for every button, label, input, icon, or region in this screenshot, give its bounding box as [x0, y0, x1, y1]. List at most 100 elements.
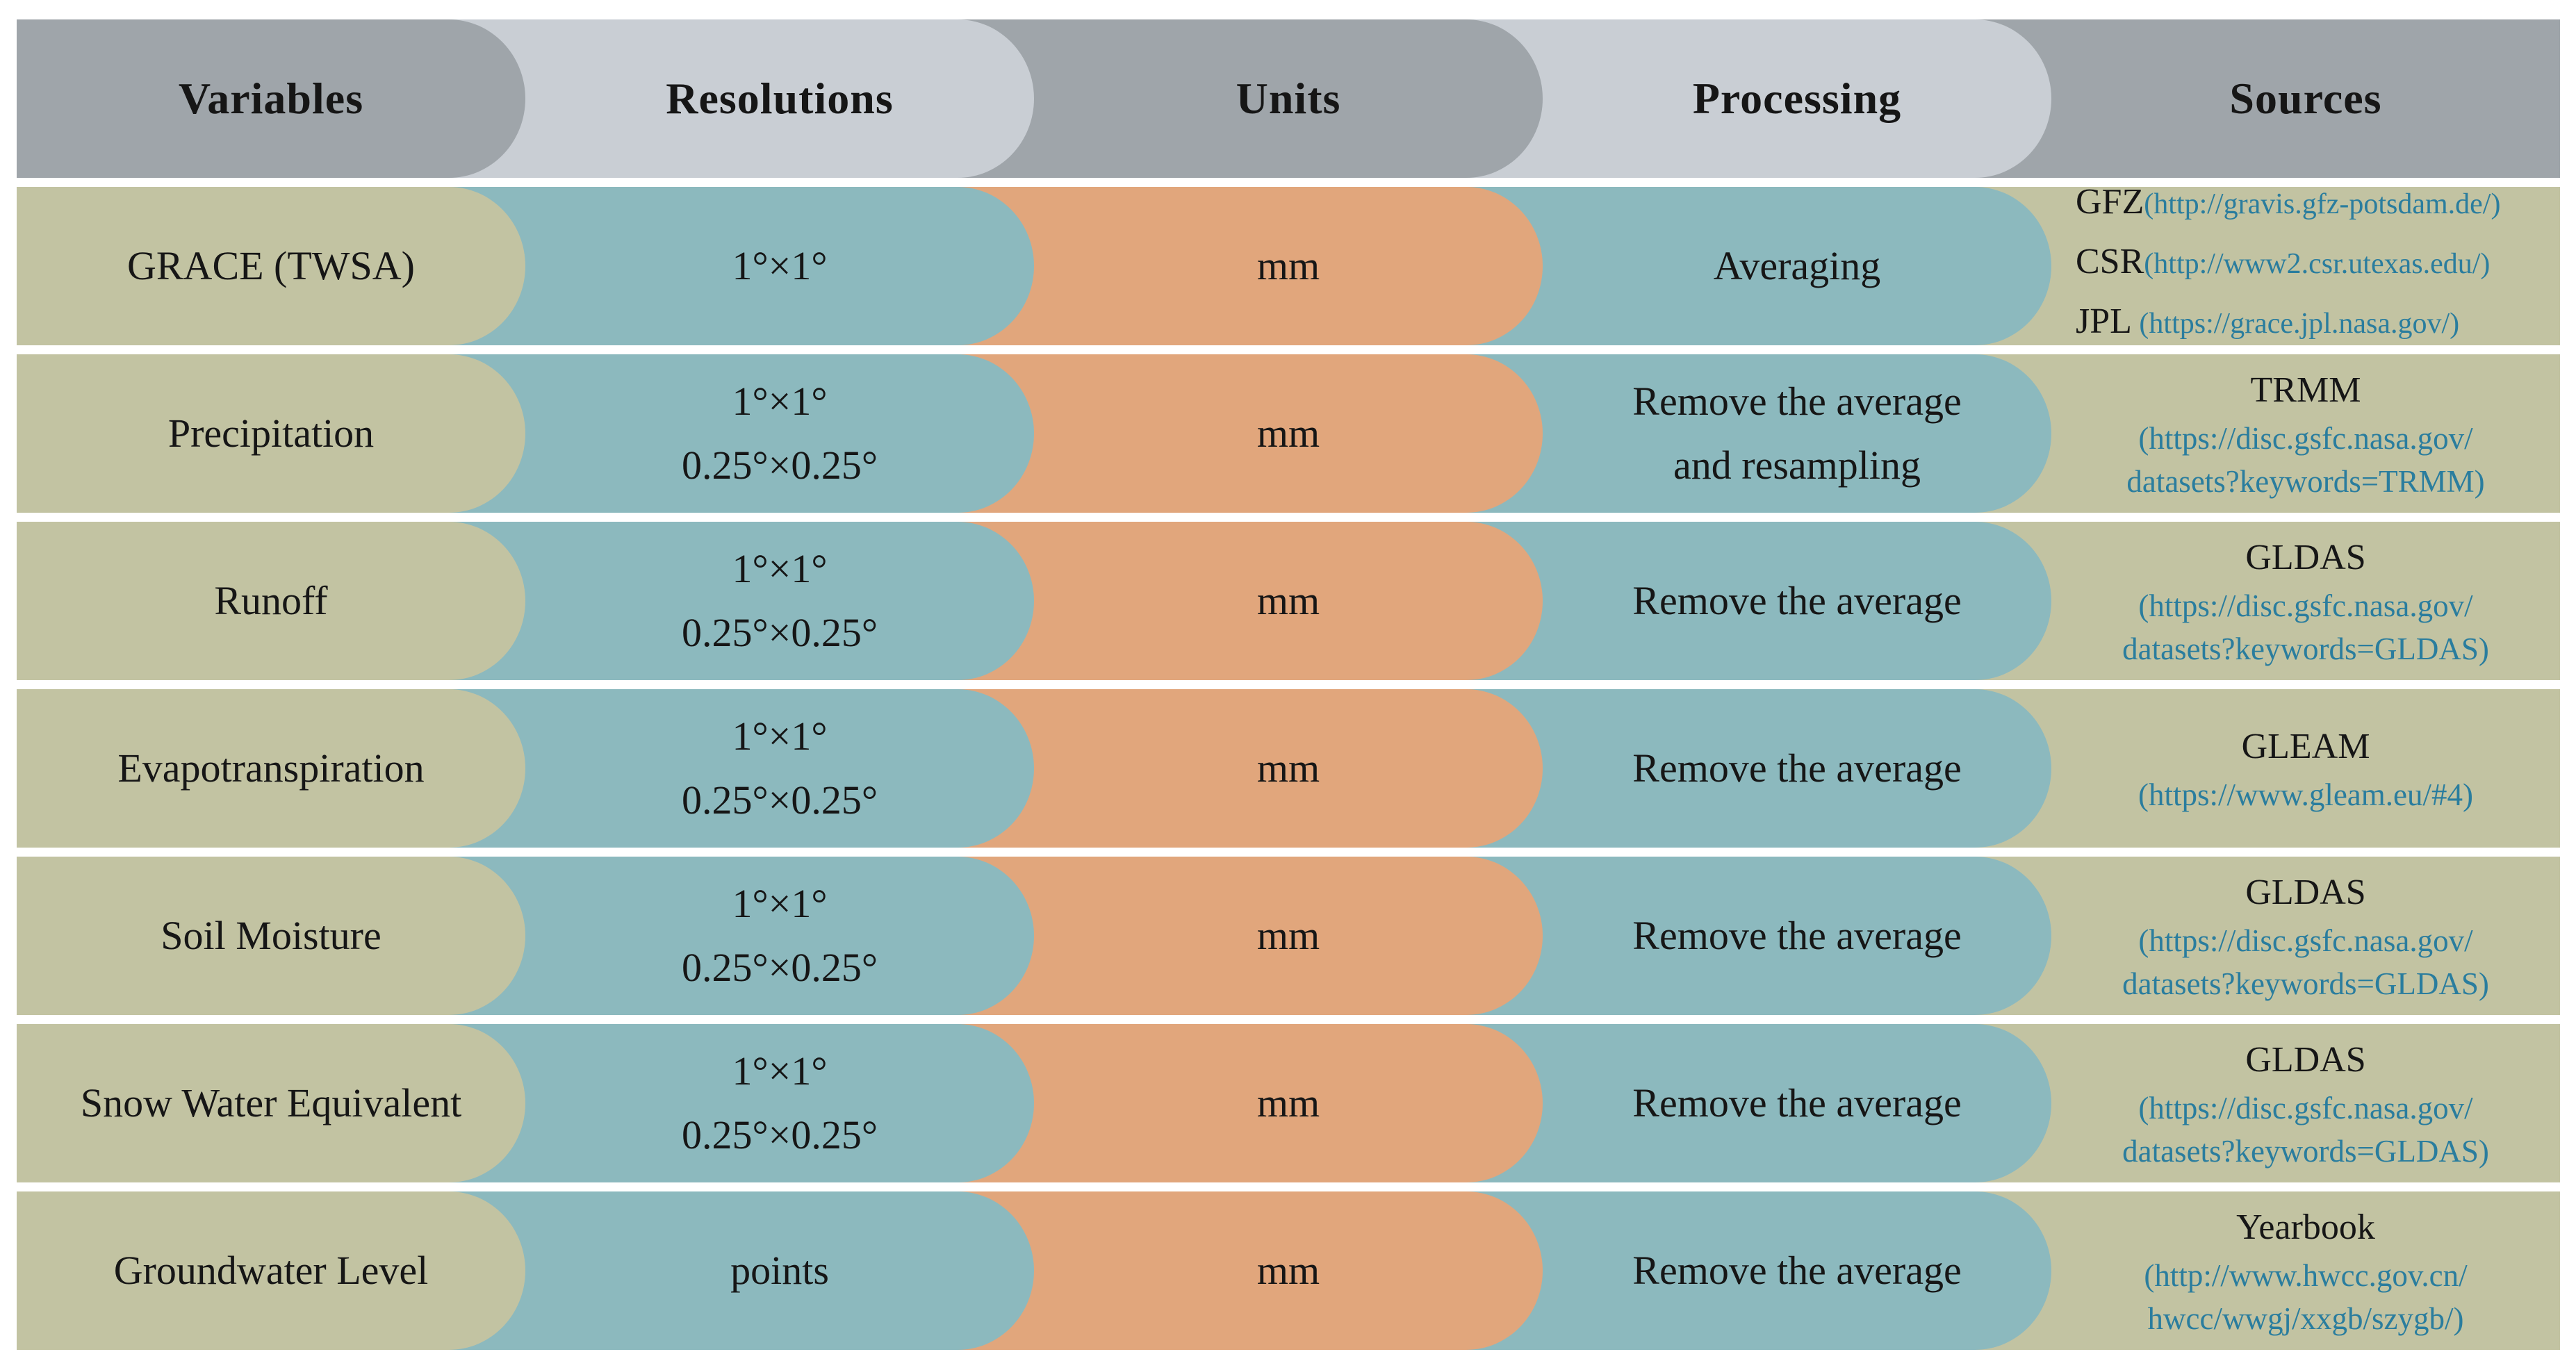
source-url[interactable]: (https://disc.gsfc.nasa.gov/ — [2138, 588, 2473, 623]
table-row-groundwater-level: Groundwater Level points mm Remove the a… — [17, 1191, 2560, 1350]
source-name: GLDAS — [2245, 1040, 2366, 1080]
resolution-cell: 1°×1° 0.25°×0.25° — [449, 354, 1034, 513]
resolution-cell: 1°×1° 0.25°×0.25° — [449, 689, 1034, 848]
sources-cell: Yearbook (http://www.hwcc.gov.cn/ hwcc/w… — [1975, 1191, 2560, 1350]
resolution-line: 1°×1° — [732, 379, 828, 424]
source-url[interactable]: (https://disc.gsfc.nasa.gov/ — [2138, 1091, 2473, 1125]
source-line: CSR(http://www2.csr.utexas.edu/) — [2076, 236, 2490, 296]
units-cell: mm — [958, 354, 1543, 513]
units-cell: mm — [958, 522, 1543, 680]
processing-line: Remove the average — [1632, 578, 1962, 623]
units-cell: mm — [958, 187, 1543, 345]
variable-cell: Snow Water Equivalent — [17, 1024, 525, 1182]
header-label: Variables — [178, 74, 364, 123]
header-variables: Variables — [17, 19, 525, 178]
source-name: CSR — [2076, 242, 2144, 281]
variable-label: Soil Moisture — [161, 913, 382, 958]
processing-cell: Remove the average and resampling — [1466, 354, 2051, 513]
source-line: GFZ(http://gravis.gfz-potsdam.de/) — [2076, 176, 2500, 236]
header-label: Processing — [1692, 74, 1902, 123]
units-cell: mm — [958, 1191, 1543, 1350]
variable-cell: Evapotranspiration — [17, 689, 525, 848]
table-row-grace: GRACE (TWSA) 1°×1° mm Averaging GFZ(http… — [17, 182, 2560, 345]
processing-cell: Remove the average — [1466, 1024, 2051, 1182]
source-url[interactable]: (https://disc.gsfc.nasa.gov/ — [2138, 421, 2473, 456]
source-url[interactable]: (https://disc.gsfc.nasa.gov/ — [2138, 923, 2473, 958]
processing-cell: Remove the average — [1466, 522, 2051, 680]
source-url[interactable]: hwcc/wwgj/xxgb/szygb/) — [2147, 1301, 2464, 1336]
processing-cell: Remove the average — [1466, 1191, 2051, 1350]
source-name: GFZ — [2076, 182, 2144, 222]
resolution-line: 0.25°×0.25° — [681, 610, 878, 655]
source-name: Yearbook — [2236, 1207, 2375, 1247]
variable-label: Runoff — [214, 578, 328, 623]
data-sources-table: Variables Resolutions Units Processing S… — [17, 19, 2560, 1359]
sources-cell: GLDAS (https://disc.gsfc.nasa.gov/ datas… — [1975, 1024, 2560, 1182]
sources-cell: GFZ(http://gravis.gfz-potsdam.de/) CSR(h… — [1975, 182, 2560, 345]
resolution-line: 1°×1° — [732, 243, 828, 288]
sources-cell: GLEAM (https://www.gleam.eu/#4) — [1975, 689, 2560, 848]
units-cell: mm — [958, 1024, 1543, 1182]
source-name: GLDAS — [2245, 873, 2366, 912]
resolution-line: 0.25°×0.25° — [681, 777, 878, 823]
processing-line: Averaging — [1713, 243, 1881, 288]
unit-label: mm — [1256, 1248, 1320, 1293]
source-url[interactable]: datasets?keywords=TRMM) — [2126, 464, 2485, 499]
resolution-cell: points — [449, 1191, 1034, 1350]
units-cell: mm — [958, 857, 1543, 1015]
source-name: JPL — [2076, 302, 2132, 341]
sources-cell: GLDAS (https://disc.gsfc.nasa.gov/ datas… — [1975, 522, 2560, 680]
unit-label: mm — [1256, 578, 1320, 623]
unit-label: mm — [1256, 411, 1320, 456]
resolution-line: 0.25°×0.25° — [681, 1112, 878, 1157]
source-url[interactable]: (http://gravis.gfz-potsdam.de/) — [2144, 188, 2501, 220]
variable-cell: Runoff — [17, 522, 525, 680]
resolution-line: 1°×1° — [732, 1048, 828, 1094]
processing-line: Remove the average — [1632, 379, 1962, 424]
variable-cell: Precipitation — [17, 354, 525, 513]
variable-cell: GRACE (TWSA) — [17, 187, 525, 345]
header-sources: Sources — [1975, 19, 2560, 178]
variable-cell: Soil Moisture — [17, 857, 525, 1015]
variable-cell: Groundwater Level — [17, 1191, 525, 1350]
processing-cell: Averaging — [1466, 187, 2051, 345]
variable-label: Groundwater Level — [113, 1248, 429, 1293]
header-processing: Processing — [1466, 19, 2051, 178]
header-label: Resolutions — [666, 74, 894, 123]
source-url[interactable]: (https://grace.jpl.nasa.gov/) — [2131, 308, 2460, 340]
table-row-snow-water-equivalent: Snow Water Equivalent 1°×1° 0.25°×0.25° … — [17, 1024, 2560, 1182]
variable-label: Evapotranspiration — [117, 745, 425, 791]
processing-cell: Remove the average — [1466, 689, 2051, 848]
resolution-cell: 1°×1° 0.25°×0.25° — [449, 857, 1034, 1015]
source-name: TRMM — [2250, 370, 2361, 410]
source-name: GLEAM — [2241, 727, 2370, 766]
variable-label: GRACE (TWSA) — [126, 243, 415, 288]
header-resolutions: Resolutions — [449, 19, 1034, 178]
resolution-line: 1°×1° — [732, 714, 828, 759]
source-url[interactable]: (http://www.hwcc.gov.cn/ — [2144, 1258, 2468, 1293]
processing-line: Remove the average — [1632, 745, 1962, 791]
resolution-line: 1°×1° — [732, 881, 828, 926]
unit-label: mm — [1256, 913, 1320, 958]
header-units: Units — [958, 19, 1543, 178]
source-url[interactable]: (https://www.gleam.eu/#4) — [2138, 777, 2473, 812]
processing-line: Remove the average — [1632, 1248, 1962, 1293]
resolution-line: 0.25°×0.25° — [681, 443, 878, 488]
table-row-evapotranspiration: Evapotranspiration 1°×1° 0.25°×0.25° mm … — [17, 689, 2560, 848]
source-name: GLDAS — [2245, 538, 2366, 577]
header-label: Sources — [2229, 74, 2382, 123]
sources-cell: GLDAS (https://disc.gsfc.nasa.gov/ datas… — [1975, 857, 2560, 1015]
units-cell: mm — [958, 689, 1543, 848]
source-url[interactable]: (http://www2.csr.utexas.edu/) — [2144, 248, 2491, 280]
source-url[interactable]: datasets?keywords=GLDAS) — [2122, 632, 2489, 666]
resolution-cell: 1°×1° — [449, 187, 1034, 345]
source-url[interactable]: datasets?keywords=GLDAS) — [2122, 966, 2489, 1001]
source-line: JPL (https://grace.jpl.nasa.gov/) — [2076, 296, 2459, 356]
variable-label: Precipitation — [167, 411, 375, 456]
unit-label: mm — [1256, 243, 1320, 288]
processing-line: Remove the average — [1632, 913, 1962, 958]
sources-cell: TRMM (https://disc.gsfc.nasa.gov/ datase… — [1975, 354, 2560, 513]
unit-label: mm — [1256, 745, 1320, 791]
resolution-cell: 1°×1° 0.25°×0.25° — [449, 522, 1034, 680]
source-url[interactable]: datasets?keywords=GLDAS) — [2122, 1134, 2489, 1169]
